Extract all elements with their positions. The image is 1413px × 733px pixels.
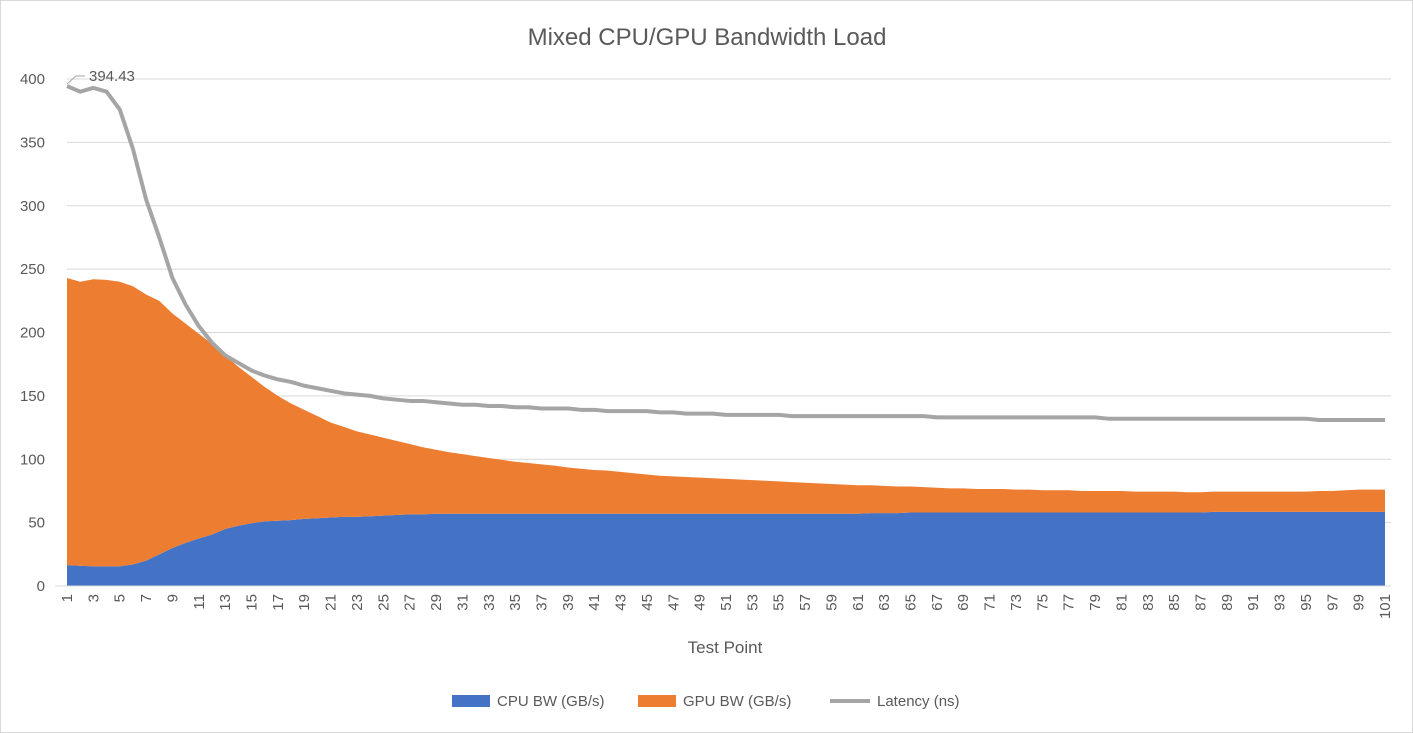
x-tick-label: 15 — [244, 594, 261, 611]
x-tick-label: 37 — [533, 594, 550, 611]
legend-swatch — [452, 695, 490, 707]
x-tick-label: 55 — [771, 594, 788, 611]
x-tick-label: 69 — [955, 594, 972, 611]
annotation-label: 394.43 — [89, 68, 135, 85]
x-tick-label: 11 — [191, 594, 208, 610]
x-tick-label: 31 — [454, 594, 471, 611]
x-tick-label: 91 — [1245, 594, 1262, 611]
x-tick-label: 25 — [375, 594, 392, 611]
x-tick-label: 71 — [982, 594, 999, 611]
y-tick-label: 100 — [20, 451, 45, 468]
x-tick-label: 17 — [270, 594, 287, 611]
x-tick-label: 95 — [1298, 594, 1315, 611]
legend-label: CPU BW (GB/s) — [497, 693, 605, 710]
y-tick-label: 250 — [20, 261, 45, 278]
x-tick-label: 33 — [481, 594, 498, 611]
y-tick-label: 400 — [20, 71, 45, 88]
x-tick-label: 51 — [718, 594, 735, 611]
x-tick-label: 81 — [1113, 594, 1130, 611]
x-tick-label: 63 — [876, 594, 893, 611]
annotations: 394.43 — [66, 68, 135, 85]
legend-label: GPU BW (GB/s) — [683, 693, 791, 710]
x-tick-label: 7 — [138, 594, 155, 602]
x-tick-label: 65 — [903, 594, 920, 611]
x-tick-label: 85 — [1166, 594, 1183, 611]
x-tick-label: 73 — [1008, 594, 1025, 611]
x-tick-label: 75 — [1034, 594, 1051, 611]
x-tick-label: 47 — [665, 594, 682, 611]
x-tick-label: 19 — [296, 594, 313, 611]
x-tick-label: 5 — [112, 594, 129, 602]
x-tick-label: 49 — [692, 594, 709, 611]
x-tick-label: 99 — [1351, 594, 1368, 611]
area-series — [67, 277, 1385, 586]
x-tick-label: 61 — [850, 594, 867, 611]
x-tick-label: 93 — [1272, 594, 1289, 611]
x-tick-label: 23 — [349, 594, 366, 611]
x-tick-label: 79 — [1087, 594, 1104, 611]
x-tick-label: 9 — [164, 594, 181, 602]
x-tick-label: 41 — [586, 594, 603, 611]
y-tick-label: 150 — [20, 388, 45, 405]
legend-label: Latency (ns) — [877, 693, 960, 710]
chart-title: Mixed CPU/GPU Bandwidth Load — [528, 24, 887, 51]
x-axis-title: Test Point — [688, 638, 763, 657]
x-tick-label: 39 — [560, 594, 577, 611]
x-tick-label: 43 — [613, 594, 630, 611]
x-tick-label: 83 — [1140, 594, 1157, 611]
x-tick-label: 21 — [323, 594, 340, 611]
latency-line — [66, 84, 1385, 422]
line-series — [66, 84, 1385, 422]
y-tick-label: 200 — [20, 325, 45, 342]
legend: CPU BW (GB/s) GPU BW (GB/s) Latency (ns) — [452, 693, 960, 710]
x-tick-label: 77 — [1061, 594, 1078, 611]
annotation-leader — [66, 75, 85, 85]
x-tick-label: 59 — [823, 594, 840, 611]
y-tick-label: 0 — [37, 578, 45, 595]
y-tick-label: 350 — [20, 134, 45, 151]
legend-swatch — [638, 695, 676, 707]
x-tick-label: 45 — [639, 594, 656, 611]
x-tick-label: 53 — [744, 594, 761, 611]
y-tick-labels: 0 50 100 150 200 250 300 350 400 — [20, 71, 45, 595]
x-tick-labels: 1 3 5 7 9 11 13 15 17 19 21 23 25 27 29 31 33 35 37 39 41 43 4… — [59, 594, 1394, 619]
x-tick-label: 87 — [1192, 594, 1209, 611]
y-tick-label: 50 — [28, 515, 45, 532]
area-gpu-bw-gb-s — [67, 277, 1385, 567]
x-tick-label: 1 — [59, 594, 76, 602]
y-tick-label: 300 — [20, 198, 45, 215]
x-tick-label: 3 — [85, 594, 102, 602]
x-tick-label: 89 — [1219, 594, 1236, 611]
area-cpu-bw-gb-s — [67, 511, 1385, 586]
x-tick-label: 35 — [507, 594, 524, 611]
x-tick-label: 29 — [428, 594, 445, 611]
x-tick-label: 57 — [797, 594, 814, 611]
x-tick-label: 97 — [1324, 594, 1341, 611]
x-tick-label: 67 — [929, 594, 946, 611]
x-tick-label: 27 — [402, 594, 419, 611]
x-tick-label: 13 — [217, 594, 234, 611]
x-tick-label: 101 — [1377, 594, 1394, 619]
